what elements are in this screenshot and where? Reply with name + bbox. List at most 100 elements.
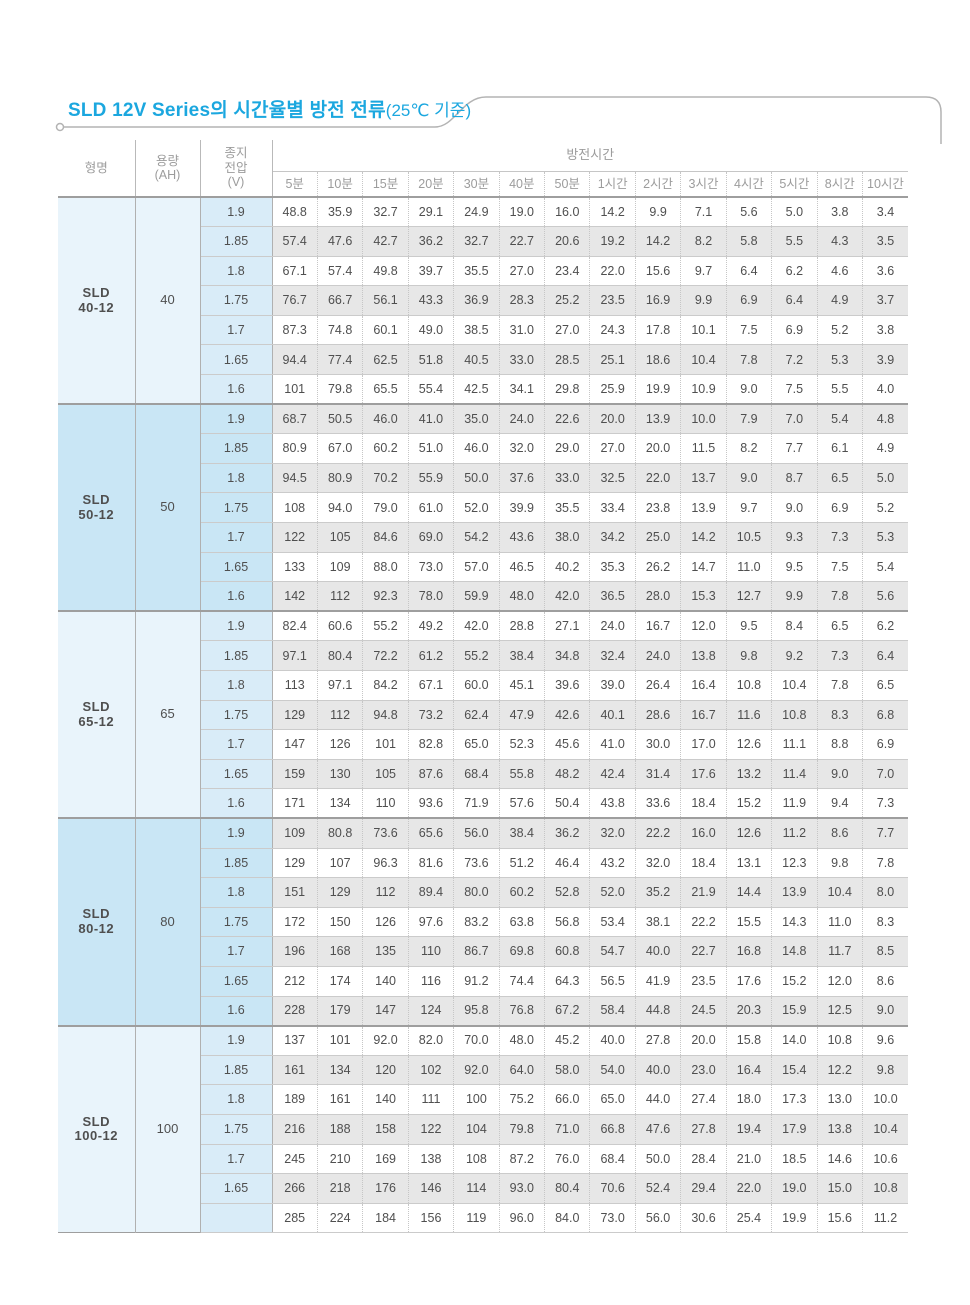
value-cell: 27.4: [680, 1084, 727, 1115]
value-cell: 8.3: [861, 907, 908, 938]
value-cell: 7.5: [771, 374, 818, 405]
header-capacity-unit: (AH): [154, 168, 181, 182]
value-cell: 38.4: [498, 818, 545, 849]
value-cell: 35.5: [544, 492, 590, 524]
value-cell: 6.9: [771, 315, 818, 346]
value-cell: 36.2: [407, 226, 454, 257]
value-cell: 5.5: [816, 374, 863, 405]
value-cell: 8.4: [771, 611, 818, 642]
page-title-suffix: (25℃ 기준): [385, 101, 472, 120]
value-cell: 55.9: [407, 463, 454, 494]
value-cell: 28.4: [680, 1144, 727, 1175]
value-cell: 14.2: [589, 197, 636, 228]
value-cell: 31.0: [498, 315, 545, 346]
value-cell: 16.7: [634, 611, 681, 642]
value-cell: 32.4: [589, 640, 636, 671]
table-row: 1.8 67.1 57.4 49.8 39.7 35.5 27.0 23.4 22.0 15.6 9…: [58, 256, 908, 287]
value-cell: 105: [362, 759, 409, 790]
value-cell: 212: [272, 966, 318, 997]
value-cell: 88.0: [362, 552, 409, 583]
value-cell: 9.6: [861, 1025, 908, 1056]
value-cell: 8.6: [816, 818, 863, 849]
value-cell: 35.9: [316, 197, 363, 228]
value-cell: 171: [272, 788, 318, 819]
value-cell: 27.0: [498, 256, 545, 287]
value-cell: 18.5: [771, 1144, 818, 1175]
model-cell: SLD 40-12: [58, 197, 136, 405]
value-cell: 7.7: [861, 818, 908, 849]
value-cell: 33.4: [589, 492, 636, 524]
value-cell: 35.2: [634, 877, 681, 908]
value-cell: 50.0: [634, 1144, 681, 1175]
value-cell: 7.8: [861, 848, 908, 879]
value-cell: 9.9: [680, 285, 727, 316]
value-cell: 4.9: [861, 433, 908, 464]
value-cell: 19.0: [771, 1173, 818, 1204]
value-cell: 9.0: [725, 374, 772, 405]
value-cell: 14.2: [680, 522, 727, 553]
value-cell: 68.4: [589, 1144, 636, 1175]
voltage-cell: 1.65: [200, 552, 273, 583]
value-cell: 109: [272, 818, 318, 849]
value-cell: 36.9: [453, 285, 500, 316]
value-cell: 10.8: [861, 1173, 908, 1204]
value-cell: 47.6: [316, 226, 363, 257]
value-cell: 7.1: [680, 197, 727, 228]
value-cell: 70.2: [362, 463, 409, 494]
header-time-col: 15분: [362, 171, 409, 197]
value-cell: 151: [272, 877, 318, 908]
discharge-table: 형명 용량 (AH) 종지 전압 (V) 방전시간 5분 10분 15분 20분 30분…: [58, 140, 908, 1234]
value-cell: 228: [272, 996, 318, 1027]
value-cell: 8.8: [816, 729, 863, 760]
table-row: SLD 100-12 100 1.9 137 101 92.0 82.0 70.0 48.0 45.…: [58, 1025, 908, 1233]
value-cell: 79.8: [498, 1114, 545, 1145]
header-time-col: 20분: [407, 171, 454, 197]
value-cell: 47.6: [634, 1114, 681, 1145]
value-cell: 34.1: [498, 374, 545, 405]
value-cell: 6.4: [725, 256, 772, 287]
value-cell: 17.3: [771, 1084, 818, 1115]
value-cell: 13.9: [680, 492, 727, 524]
value-cell: 109: [316, 552, 363, 583]
value-cell: 43.8: [589, 788, 636, 819]
value-cell: 108: [272, 492, 318, 524]
value-cell: 129: [272, 700, 318, 731]
value-cell: 32.0: [634, 848, 681, 879]
voltage-cell: 1.65: [200, 344, 273, 376]
value-cell: 11.0: [725, 552, 772, 583]
value-cell: 189: [272, 1084, 318, 1115]
value-cell: 56.8: [544, 907, 590, 938]
value-cell: 147: [362, 996, 409, 1027]
header-time-col: 4시간: [725, 171, 772, 197]
voltage-cell: 1.8: [200, 256, 273, 287]
value-cell: 14.2: [634, 226, 681, 257]
value-cell: 5.5: [771, 226, 818, 257]
value-cell: 47.9: [498, 700, 545, 731]
value-cell: 18.4: [680, 788, 727, 819]
value-cell: 6.4: [861, 640, 908, 671]
value-cell: 138: [407, 1144, 454, 1175]
value-cell: 11.1: [771, 729, 818, 760]
value-cell: 285: [272, 1203, 318, 1234]
voltage-cell: 1.7: [200, 1144, 273, 1175]
value-cell: 48.8: [272, 197, 318, 228]
value-cell: 94.8: [362, 700, 409, 731]
value-cell: 3.5: [861, 226, 908, 257]
header-voltage-label1: 종지: [224, 146, 248, 161]
value-cell: 66.8: [589, 1114, 636, 1145]
value-cell: 21.9: [680, 877, 727, 908]
value-cell: 82.0: [407, 1025, 454, 1056]
value-cell: 6.2: [861, 611, 908, 642]
value-cell: 158: [362, 1114, 409, 1145]
value-cell: 73.2: [407, 700, 454, 731]
value-cell: 60.1: [362, 315, 409, 346]
value-cell: 6.9: [861, 729, 908, 760]
value-cell: 16.7: [680, 700, 727, 731]
value-cell: 49.0: [407, 315, 454, 346]
value-cell: 42.7: [362, 226, 409, 257]
value-cell: 12.0: [816, 966, 863, 997]
value-cell: 40.2: [544, 552, 590, 583]
value-cell: 71.0: [544, 1114, 590, 1145]
value-cell: 22.0: [589, 256, 636, 287]
value-cell: 5.3: [861, 522, 908, 553]
